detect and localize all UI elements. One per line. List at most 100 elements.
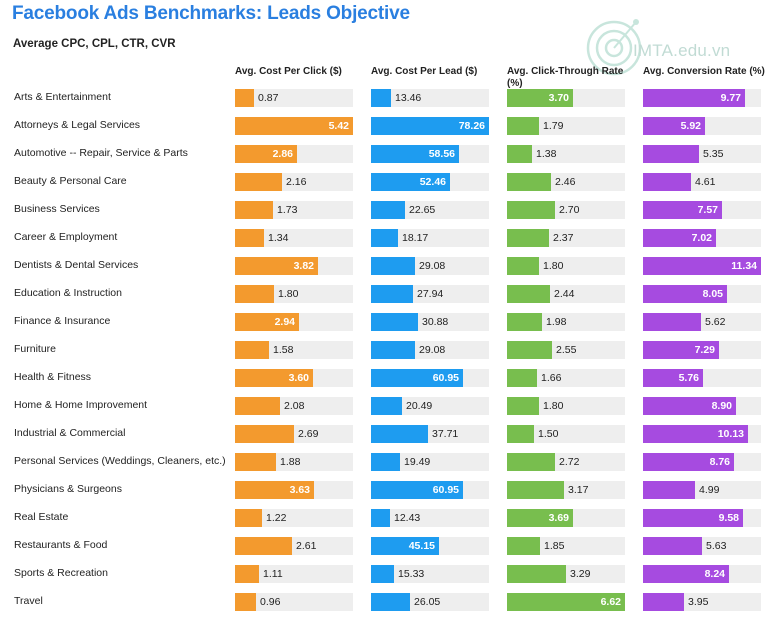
value-label-cpc: 0.96 (260, 596, 281, 608)
category-label: Business Services (14, 203, 100, 215)
bar-cvr (643, 257, 761, 275)
category-label: Personal Services (Weddings, Cleaners, e… (14, 455, 226, 467)
bar-cpc (235, 593, 256, 611)
value-label-cpl: 30.88 (422, 316, 449, 328)
bar-ctr (507, 341, 552, 359)
value-label-ctr: 1.98 (546, 316, 567, 328)
bar-cpl (371, 173, 450, 191)
bar-track-cpl (371, 509, 489, 527)
value-label-ctr: 2.55 (556, 344, 577, 356)
value-label-cpl: 29.08 (419, 260, 446, 272)
value-label-cpl: 60.95 (432, 484, 459, 496)
value-label-ctr: 2.44 (554, 288, 575, 300)
value-label-cpc: 2.86 (272, 148, 293, 160)
bar-cpl (371, 229, 398, 247)
value-label-ctr: 2.37 (553, 232, 574, 244)
value-label-cvr: 7.29 (694, 344, 715, 356)
bar-track-cpl (371, 89, 489, 107)
value-label-ctr: 3.70 (548, 92, 569, 104)
column-header-ctr: Avg. Click-Through Rate (%) (507, 66, 624, 89)
bar-cpc (235, 173, 282, 191)
bar-track-cpc (235, 565, 353, 583)
bar-ctr (507, 229, 549, 247)
value-label-ctr: 1.38 (536, 148, 557, 160)
value-label-cpc: 3.60 (288, 372, 309, 384)
bar-cpc (235, 369, 313, 387)
value-label-ctr: 1.66 (541, 372, 562, 384)
watermark-circles-icon (586, 19, 642, 76)
value-label-cpc: 2.69 (298, 428, 319, 440)
category-label: Automotive -- Repair, Service & Parts (14, 147, 188, 159)
bar-track-cpc (235, 229, 353, 247)
value-label-cpc: 1.80 (278, 288, 299, 300)
bar-cpl (371, 537, 439, 555)
value-label-cpc: 1.73 (277, 204, 298, 216)
value-label-cpc: 2.16 (286, 176, 307, 188)
value-label-cpl: 20.49 (406, 400, 433, 412)
value-label-ctr: 1.80 (543, 400, 564, 412)
bar-ctr (507, 425, 534, 443)
value-label-cvr: 11.34 (731, 260, 757, 272)
value-label-cpl: 78.26 (458, 120, 485, 132)
bar-cpc (235, 453, 276, 471)
bar-cpc (235, 397, 280, 415)
bar-track-cpc (235, 89, 353, 107)
category-label: Dentists & Dental Services (14, 259, 139, 271)
value-label-cpl: 60.95 (432, 372, 459, 384)
bar-ctr (507, 537, 540, 555)
value-label-cpl: 15.33 (398, 568, 425, 580)
bar-ctr (507, 397, 539, 415)
bar-cvr (643, 201, 722, 219)
value-label-cvr: 5.62 (705, 316, 726, 328)
category-label: Career & Employment (14, 231, 118, 243)
value-label-cpc: 1.88 (280, 456, 301, 468)
value-label-cpl: 58.56 (428, 148, 455, 160)
value-label-cpc: 3.63 (289, 484, 310, 496)
bar-cvr (643, 89, 745, 107)
bar-ctr (507, 369, 537, 387)
bar-cvr (643, 537, 702, 555)
bar-cvr (643, 425, 748, 443)
category-label: Travel (14, 595, 43, 607)
bar-cpc (235, 117, 353, 135)
bar-cpc (235, 201, 273, 219)
category-label: Arts & Entertainment (14, 91, 111, 103)
value-label-cpl: 52.46 (419, 176, 446, 188)
category-label: Beauty & Personal Care (14, 175, 127, 187)
value-label-cpc: 1.11 (263, 568, 283, 580)
value-label-cpc: 1.58 (273, 344, 294, 356)
value-label-cpl: 26.05 (414, 596, 441, 608)
value-label-cvr: 7.02 (691, 232, 712, 244)
category-label: Real Estate (14, 511, 69, 523)
bar-ctr (507, 565, 566, 583)
bar-track-cpl (371, 453, 489, 471)
bar-ctr (507, 481, 564, 499)
watermark-logo: IMTA.edu.vn (586, 10, 766, 90)
bar-cpl (371, 369, 463, 387)
bar-cvr (643, 481, 695, 499)
value-label-cpc: 3.82 (293, 260, 314, 272)
category-label: Sports & Recreation (14, 567, 108, 579)
bar-cpl (371, 593, 410, 611)
bar-ctr (507, 285, 550, 303)
bar-ctr (507, 89, 573, 107)
bar-cvr (643, 397, 736, 415)
chart-title: Facebook Ads Benchmarks: Leads Objective (12, 3, 410, 24)
bar-cpl (371, 425, 428, 443)
value-label-cvr: 5.63 (706, 540, 727, 552)
bar-cpc (235, 313, 299, 331)
value-label-cvr: 5.76 (678, 372, 699, 384)
value-label-ctr: 1.85 (544, 540, 565, 552)
value-label-cpl: 29.08 (419, 344, 446, 356)
bar-cpc (235, 285, 274, 303)
bar-cpl (371, 285, 413, 303)
bar-cvr (643, 285, 727, 303)
bar-cvr (643, 173, 691, 191)
value-label-ctr: 3.69 (548, 512, 569, 524)
bar-cpl (371, 89, 391, 107)
category-label: Education & Instruction (14, 287, 122, 299)
value-label-cpc: 5.42 (328, 120, 349, 132)
bar-cpc (235, 257, 318, 275)
value-label-ctr: 1.50 (538, 428, 559, 440)
value-label-cvr: 4.61 (695, 176, 716, 188)
